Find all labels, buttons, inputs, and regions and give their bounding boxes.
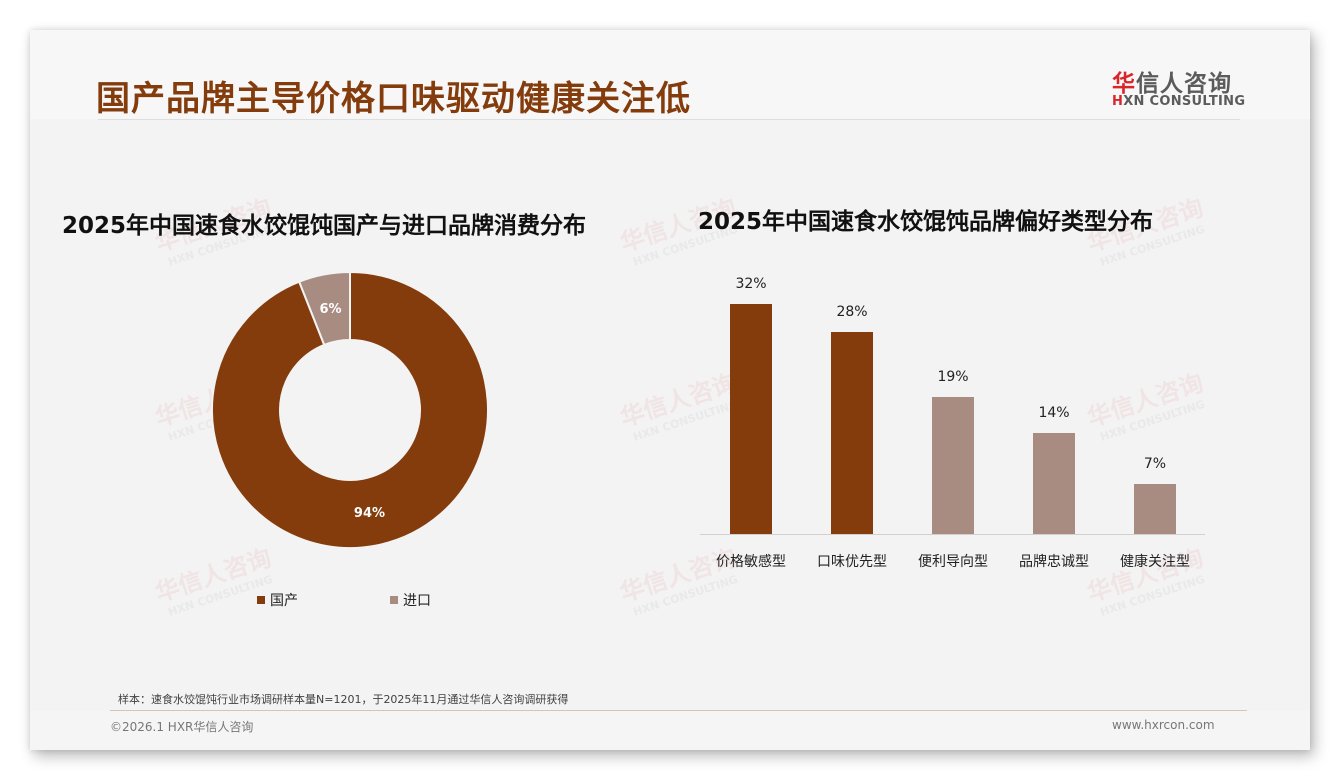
page-title: 国产品牌主导价格口味驱动健康关注低 bbox=[96, 79, 691, 119]
legend-label: 进口 bbox=[403, 593, 431, 609]
logo-text-en: HXN CONSULTING bbox=[1112, 94, 1246, 109]
bar-category-label: 价格敏感型 bbox=[716, 554, 786, 570]
footer-url: www.hxrcon.com bbox=[1112, 718, 1215, 732]
bar-value-label: 32% bbox=[735, 275, 767, 292]
donut-slice-1 bbox=[297, 270, 351, 347]
bar-chart: 32% 价格敏感型 28% 口味优先型 19% 便利导向型 14% 品牌忠诚型 7% 健康关注型 bbox=[698, 270, 1208, 600]
donut-data-label: 94% bbox=[354, 506, 385, 521]
donut-chart-title: 2025年中国速食水饺馄饨国产与进口品牌消费分布 bbox=[62, 213, 587, 239]
bar bbox=[1134, 483, 1176, 534]
bar-category-label: 健康关注型 bbox=[1120, 554, 1190, 570]
bar-category-label: 便利导向型 bbox=[918, 554, 988, 570]
header-band bbox=[30, 30, 1310, 119]
donut-chart: 94% 6% bbox=[211, 270, 489, 549]
bar bbox=[730, 303, 772, 534]
legend-swatch bbox=[390, 596, 398, 604]
bar-value-label: 28% bbox=[836, 304, 868, 321]
header-divider bbox=[98, 119, 1240, 120]
bar-category-label: 口味优先型 bbox=[817, 554, 887, 570]
bar-value-label: 7% bbox=[1143, 455, 1167, 472]
company-logo: 华信人咨询 HXN CONSULTING bbox=[1106, 64, 1246, 112]
donut-slice-0 bbox=[211, 270, 489, 549]
logo-text-cn: 华信人咨询 bbox=[1112, 71, 1232, 97]
bar bbox=[932, 397, 974, 534]
donut-data-label: 6% bbox=[319, 302, 341, 317]
bar bbox=[1033, 433, 1075, 534]
legend-label: 国产 bbox=[270, 593, 298, 609]
bar-value-label: 19% bbox=[937, 369, 969, 386]
footer-copyright: ©2026.1 HXR华信人咨询 bbox=[110, 720, 254, 734]
footer-band bbox=[30, 711, 1310, 750]
footer-divider bbox=[110, 710, 1247, 711]
legend-swatch bbox=[257, 596, 265, 604]
bar-value-label: 14% bbox=[1038, 405, 1070, 422]
x-axis-line bbox=[700, 534, 1205, 535]
bar bbox=[831, 332, 873, 534]
sample-note: 样本：速食水饺馄饨行业市场调研样本量N=1201，于2025年11月通过华信人咨… bbox=[118, 693, 569, 706]
bar-category-label: 品牌忠诚型 bbox=[1019, 554, 1089, 570]
bar-chart-title: 2025年中国速食水饺馄饨品牌偏好类型分布 bbox=[698, 209, 1154, 235]
legend-item-domestic: 国产 bbox=[257, 590, 298, 610]
legend-item-imported: 进口 bbox=[390, 590, 431, 610]
